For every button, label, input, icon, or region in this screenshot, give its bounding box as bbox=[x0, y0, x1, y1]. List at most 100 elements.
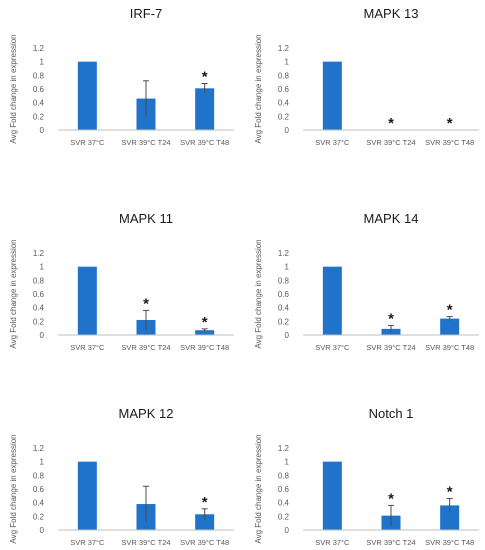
y-tick-label: 0.6 bbox=[278, 85, 290, 94]
y-tick-label: 0.6 bbox=[33, 85, 45, 94]
y-axis-label: Avg Fold change in expression bbox=[9, 239, 18, 348]
significance-marker: * bbox=[447, 484, 453, 501]
y-tick-label: 0 bbox=[285, 331, 290, 340]
y-tick-label: 1.2 bbox=[33, 249, 45, 258]
x-tick-label: SVR 39°C T24 bbox=[121, 538, 170, 547]
y-tick-label: 0 bbox=[40, 331, 45, 340]
y-tick-label: 0.8 bbox=[278, 471, 290, 480]
significance-marker: * bbox=[202, 494, 208, 511]
bar bbox=[195, 514, 215, 530]
bar bbox=[195, 88, 215, 130]
y-tick-label: 0.2 bbox=[278, 512, 290, 521]
y-tick-label: 0.4 bbox=[278, 99, 290, 108]
y-tick-label: 0.2 bbox=[33, 112, 45, 121]
y-tick-label: 0 bbox=[40, 526, 45, 535]
chart-panel-3: MAPK 11 Avg Fold change in expression 0 0.2… bbox=[9, 211, 234, 352]
chart-panel-4: MAPK 14 Avg Fold change in expression 0 0.2… bbox=[254, 211, 479, 352]
significance-marker: * bbox=[202, 314, 208, 331]
significance-marker: * bbox=[388, 490, 394, 507]
y-tick-label: 0.4 bbox=[278, 304, 290, 313]
chart-title: Notch 1 bbox=[369, 406, 414, 421]
significance-marker: * bbox=[447, 302, 453, 319]
y-tick-label: 1 bbox=[40, 58, 45, 67]
y-tick-label: 0.4 bbox=[278, 499, 290, 508]
y-tick-label: 0 bbox=[40, 126, 45, 135]
y-axis-label: Avg Fold change in expression bbox=[254, 34, 263, 143]
x-tick-label: SVR 39°C T48 bbox=[425, 343, 474, 352]
y-tick-label: 1 bbox=[285, 58, 290, 67]
y-tick-label: 0.8 bbox=[33, 471, 45, 480]
y-tick-label: 0.8 bbox=[278, 71, 290, 80]
y-axis-label: Avg Fold change in expression bbox=[254, 239, 263, 348]
x-tick-label: SVR 39°C T48 bbox=[180, 343, 229, 352]
chart-title: MAPK 14 bbox=[364, 211, 419, 226]
chart-title: MAPK 12 bbox=[119, 406, 174, 421]
significance-marker: * bbox=[388, 310, 394, 327]
y-tick-label: 0.6 bbox=[278, 290, 290, 299]
y-tick-label: 0.2 bbox=[33, 512, 45, 521]
bar bbox=[440, 505, 460, 530]
y-tick-label: 1 bbox=[285, 458, 290, 467]
y-tick-label: 0.6 bbox=[33, 290, 45, 299]
significance-marker: * bbox=[447, 115, 453, 132]
x-tick-label: SVR 37°C bbox=[70, 343, 105, 352]
significance-marker: * bbox=[143, 295, 149, 312]
x-tick-label: SVR 39°C T48 bbox=[180, 538, 229, 547]
x-tick-label: SVR 37°C bbox=[315, 138, 350, 147]
bar bbox=[77, 461, 97, 530]
y-axis-label: Avg Fold change in expression bbox=[254, 434, 263, 543]
chart-title: MAPK 11 bbox=[119, 211, 173, 226]
y-tick-label: 1.2 bbox=[278, 249, 290, 258]
x-tick-label: SVR 39°C T48 bbox=[180, 138, 229, 147]
x-tick-label: SVR 39°C T48 bbox=[425, 138, 474, 147]
significance-marker: * bbox=[202, 69, 208, 86]
bar bbox=[322, 61, 342, 130]
y-tick-label: 0.4 bbox=[33, 304, 45, 313]
chart-panel-5: MAPK 12 Avg Fold change in expression 0 0.2… bbox=[9, 406, 234, 547]
y-tick-label: 0 bbox=[285, 526, 290, 535]
x-tick-label: SVR 37°C bbox=[70, 538, 105, 547]
x-tick-label: SVR 39°C T24 bbox=[121, 138, 170, 147]
x-tick-label: SVR 39°C T24 bbox=[366, 538, 415, 547]
x-tick-label: SVR 39°C T24 bbox=[121, 343, 170, 352]
y-tick-label: 1 bbox=[285, 263, 290, 272]
x-tick-label: SVR 39°C T24 bbox=[366, 343, 415, 352]
y-tick-label: 1.2 bbox=[33, 44, 45, 53]
y-tick-label: 1.2 bbox=[278, 444, 290, 453]
y-tick-label: 1 bbox=[40, 458, 45, 467]
y-axis-label: Avg Fold change in expression bbox=[9, 434, 18, 543]
bar bbox=[322, 461, 342, 530]
y-tick-label: 0.8 bbox=[33, 71, 45, 80]
y-tick-label: 0.8 bbox=[278, 276, 290, 285]
bar bbox=[195, 330, 215, 335]
y-tick-label: 0.4 bbox=[33, 99, 45, 108]
bar bbox=[77, 266, 97, 335]
y-tick-label: 0.2 bbox=[278, 317, 290, 326]
chart-panel-2: MAPK 13 Avg Fold change in expression 0 0.2… bbox=[254, 6, 479, 147]
y-tick-label: 0.6 bbox=[278, 485, 290, 494]
y-tick-label: 0.8 bbox=[33, 276, 45, 285]
significance-marker: * bbox=[388, 115, 394, 132]
bar bbox=[440, 318, 460, 335]
y-tick-label: 1.2 bbox=[278, 44, 290, 53]
chart-title: MAPK 13 bbox=[364, 6, 419, 21]
y-tick-label: 1 bbox=[40, 263, 45, 272]
y-axis-label: Avg Fold change in expression bbox=[9, 34, 18, 143]
bar bbox=[77, 61, 97, 130]
y-tick-label: 0.2 bbox=[33, 317, 45, 326]
chart-title: IRF-7 bbox=[130, 6, 163, 21]
x-tick-label: SVR 39°C T24 bbox=[366, 138, 415, 147]
y-tick-label: 0.6 bbox=[33, 485, 45, 494]
y-tick-label: 0.2 bbox=[278, 112, 290, 121]
bar bbox=[322, 266, 342, 335]
chart-panel-1: IRF-7 Avg Fold change in expression 0 0.2 0.… bbox=[9, 6, 234, 147]
x-tick-label: SVR 37°C bbox=[315, 343, 350, 352]
chart-panel-6: Notch 1 Avg Fold change in expression 0 0.2… bbox=[254, 406, 479, 547]
x-tick-label: SVR 39°C T48 bbox=[425, 538, 474, 547]
y-tick-label: 1.2 bbox=[33, 444, 45, 453]
y-tick-label: 0 bbox=[285, 126, 290, 135]
x-tick-label: SVR 37°C bbox=[315, 538, 350, 547]
y-tick-label: 0.4 bbox=[33, 499, 45, 508]
x-tick-label: SVR 37°C bbox=[70, 138, 105, 147]
